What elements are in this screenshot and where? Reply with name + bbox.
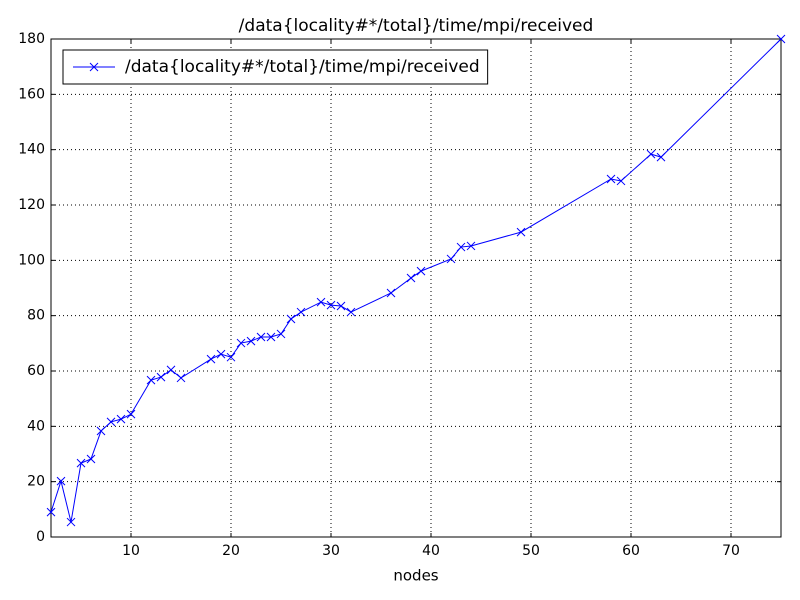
- data-marker: [276, 329, 286, 339]
- data-marker: [86, 454, 96, 464]
- y-tick-label: 80: [27, 308, 45, 324]
- data-marker: [46, 507, 56, 517]
- data-marker: [256, 332, 266, 342]
- data-marker: [656, 152, 666, 162]
- x-tick-label: 10: [122, 543, 140, 559]
- y-tick-label: 40: [27, 418, 45, 434]
- data-marker: [326, 300, 336, 310]
- legend-marker: [89, 62, 99, 72]
- data-marker: [166, 365, 176, 375]
- legend-box: [62, 49, 489, 85]
- x-tick-label: 20: [222, 543, 240, 559]
- data-marker: [316, 297, 326, 307]
- x-tick-label: 50: [522, 543, 540, 559]
- data-marker: [296, 307, 306, 317]
- data-marker: [516, 227, 526, 237]
- x-tick-label: 60: [622, 543, 640, 559]
- x-tick-label: 30: [322, 543, 340, 559]
- data-marker: [206, 354, 216, 364]
- data-marker: [456, 242, 466, 252]
- data-marker: [646, 149, 656, 159]
- data-marker: [466, 241, 476, 251]
- y-tick-label: 60: [27, 363, 45, 379]
- data-marker: [346, 307, 356, 317]
- x-tick-label: 70: [722, 543, 740, 559]
- data-marker: [416, 266, 426, 276]
- data-marker: [156, 372, 166, 382]
- data-marker: [446, 254, 456, 264]
- y-tick-label: 180: [18, 31, 45, 47]
- x-axis-label: nodes: [393, 567, 438, 585]
- plot-frame: [50, 38, 782, 538]
- data-marker: [386, 288, 396, 298]
- data-marker: [216, 349, 226, 359]
- data-marker: [146, 375, 156, 385]
- data-marker: [176, 373, 186, 383]
- y-tick-label: 120: [18, 197, 45, 213]
- data-marker: [236, 338, 246, 348]
- y-tick-label: 20: [27, 474, 45, 490]
- data-marker: [246, 336, 256, 346]
- data-marker: [106, 417, 116, 427]
- legend-label: /data{locality#*/total}/time/mpi/receive…: [125, 57, 480, 77]
- data-marker: [96, 426, 106, 436]
- y-tick-label: 140: [18, 142, 45, 158]
- y-tick-label: 160: [18, 86, 45, 102]
- data-marker: [286, 314, 296, 324]
- data-marker: [616, 176, 626, 186]
- y-tick-label: 100: [18, 252, 45, 268]
- data-marker: [336, 301, 346, 311]
- y-tick-label: 0: [36, 529, 45, 545]
- data-marker: [266, 332, 276, 342]
- data-marker: [226, 352, 236, 362]
- data-marker: [76, 458, 86, 468]
- data-marker: [66, 517, 76, 527]
- data-marker: [606, 174, 616, 184]
- x-tick-label: 40: [422, 543, 440, 559]
- data-marker: [56, 476, 66, 486]
- data-marker: [126, 409, 136, 419]
- chart-title: /data{locality#*/total}/time/mpi/receive…: [239, 16, 594, 36]
- data-marker: [406, 273, 416, 283]
- data-marker: [776, 34, 786, 44]
- data-marker: [116, 414, 126, 424]
